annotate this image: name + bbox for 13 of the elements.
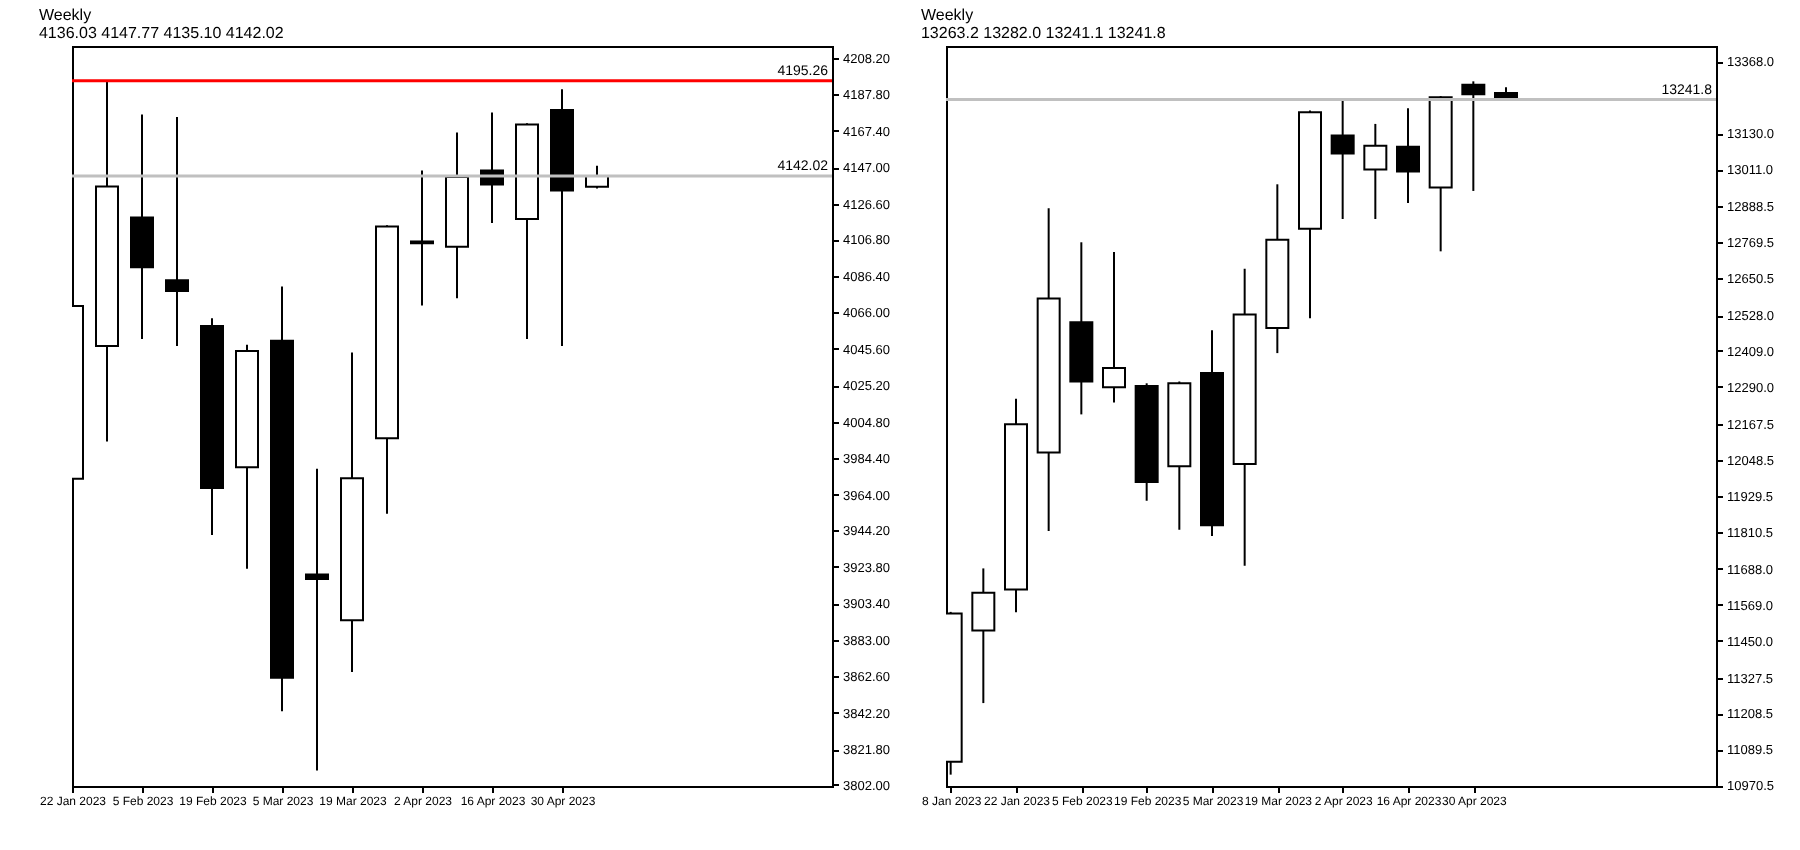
chart-subtitle: 4136.03 4147.77 4135.10 4142.02	[38, 24, 285, 42]
candlestick	[1330, 99, 1355, 221]
candlestick	[165, 115, 189, 348]
candlestick	[1396, 107, 1420, 205]
chart-title: Weekly	[38, 6, 92, 24]
chart-subtitle: 13263.2 13282.0 13241.1 13241.8	[920, 24, 1167, 42]
candlestick	[1102, 250, 1126, 404]
candlestick	[1461, 80, 1486, 192]
candlestick	[971, 567, 996, 705]
candlestick	[305, 467, 329, 772]
chart-title: Weekly	[920, 6, 974, 24]
candlestick	[1363, 122, 1388, 221]
candlestick	[410, 169, 434, 307]
